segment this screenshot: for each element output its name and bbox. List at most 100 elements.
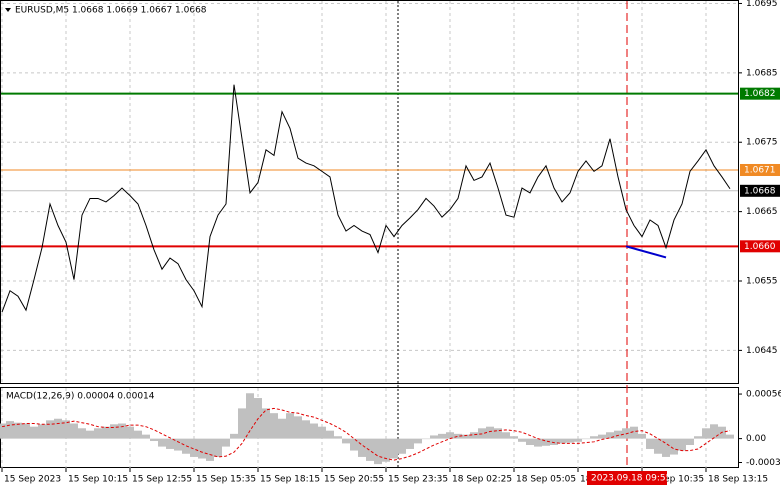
macd-bar xyxy=(662,438,670,457)
macd-bar xyxy=(470,432,478,439)
macd-bar xyxy=(526,438,534,445)
macd-bar xyxy=(198,438,206,459)
macd-bar xyxy=(46,420,54,439)
level-label: 1.0668 xyxy=(744,186,776,196)
price-line xyxy=(1,84,731,313)
macd-bar xyxy=(22,423,30,439)
macd-bar xyxy=(510,436,518,439)
macd-bar xyxy=(430,435,438,439)
x-tick-label: 18 Sep 05:05 xyxy=(516,475,576,485)
macd-bar xyxy=(126,426,134,439)
macd-bar xyxy=(102,426,110,439)
macd-bar xyxy=(206,438,214,461)
macd-bar xyxy=(454,433,462,439)
macd-bar xyxy=(398,438,406,454)
x-tick-label: 18 Sep 02:25 xyxy=(452,475,512,485)
macd-bar xyxy=(574,438,582,442)
macd-bar xyxy=(462,434,470,439)
y-tick-label: 1.0695 xyxy=(746,0,778,9)
macd-bar xyxy=(334,436,342,439)
macd-bar xyxy=(494,428,502,439)
macd-bar xyxy=(350,438,358,451)
macd-bar xyxy=(262,408,270,439)
macd-bar xyxy=(542,438,550,446)
macd-bar xyxy=(190,438,198,457)
macd-bar xyxy=(318,426,326,439)
macd-bar xyxy=(550,438,558,445)
macd-bar xyxy=(230,433,238,439)
macd-bar xyxy=(710,424,718,439)
macd-bar xyxy=(342,438,350,444)
macd-bar xyxy=(214,438,222,457)
macd-bar xyxy=(678,438,686,451)
cursor-label: 2023.09.18 09:55 xyxy=(591,474,671,484)
menu-icon xyxy=(5,8,11,12)
x-tick-label: 15 Sep 2023 xyxy=(4,475,61,485)
macd-bar xyxy=(390,438,398,459)
x-tick-label: 15 Sep 10:15 xyxy=(68,475,128,485)
x-tick-label: 15 Sep 20:55 xyxy=(324,475,384,485)
macd-bar xyxy=(118,423,126,439)
macd-bar xyxy=(310,423,318,439)
macd-bar xyxy=(86,430,94,439)
y-tick-label: -0.0003 xyxy=(746,458,781,468)
level-tag xyxy=(740,184,780,197)
macd-bar xyxy=(670,438,678,455)
macd-bar xyxy=(694,436,702,439)
y-tick-label: 1.0685 xyxy=(746,68,778,78)
macd-bar xyxy=(566,438,574,443)
macd-bar xyxy=(374,438,382,465)
level-tag xyxy=(740,163,780,176)
macd-bar xyxy=(590,436,598,439)
macd-bar xyxy=(166,438,174,449)
macd-bar xyxy=(62,420,70,439)
macd-bar xyxy=(502,432,510,439)
level-tag xyxy=(740,240,780,253)
cursor-tag xyxy=(587,471,667,485)
macd-bar xyxy=(0,423,6,439)
level-label: 1.0682 xyxy=(744,89,776,99)
macd-bar xyxy=(582,438,590,440)
macd-bar xyxy=(70,423,78,439)
macd-bar xyxy=(246,393,254,439)
x-tick-label: 15 Sep 18:15 xyxy=(260,475,320,485)
level-label: 1.0671 xyxy=(744,165,776,175)
macd-bar xyxy=(438,433,446,439)
macd-title: MACD(12,26,9) 0.00004 0.00014 xyxy=(6,392,155,402)
x-tick-label: 18 Sep 13:15 xyxy=(708,475,768,485)
y-tick-label: 0.00056 xyxy=(746,390,781,400)
x-tick-label: 18 xyxy=(580,475,592,485)
macd-bar xyxy=(278,418,286,439)
macd-bar xyxy=(94,428,102,439)
chart-title: EURUSD,M5 1.0668 1.0669 1.0667 1.0668 xyxy=(15,6,207,16)
macd-bar xyxy=(630,426,638,439)
macd-bar xyxy=(446,432,454,439)
y-tick-label: 1.0675 xyxy=(746,138,778,148)
macd-bar xyxy=(654,438,662,454)
macd-bar xyxy=(150,438,158,442)
macd-bar xyxy=(302,420,310,439)
macd-bar xyxy=(614,430,622,439)
macd-bar xyxy=(14,422,22,439)
macd-bar xyxy=(222,438,230,447)
macd-bar xyxy=(646,438,654,449)
macd-bar xyxy=(606,432,614,439)
level-tag xyxy=(740,87,780,100)
macd-bar xyxy=(54,418,62,439)
y-tick-label: 0.00 xyxy=(746,434,766,444)
x-tick-label: 18 Sep 10:35 xyxy=(644,475,704,485)
macd-bar xyxy=(110,424,118,439)
level-label: 1.0660 xyxy=(744,242,776,252)
macd-bar xyxy=(174,438,182,451)
macd-bar xyxy=(558,438,566,444)
macd-bar xyxy=(366,438,374,461)
macd-bar xyxy=(294,416,302,439)
macd-bar xyxy=(486,426,494,439)
x-tick-label: 15 Sep 12:55 xyxy=(132,475,192,485)
macd-bar xyxy=(382,438,390,462)
macd-bar xyxy=(142,434,150,439)
x-tick-label: 15 Sep 23:35 xyxy=(388,475,448,485)
macd-bar xyxy=(78,428,86,439)
macd-bar xyxy=(534,438,542,447)
